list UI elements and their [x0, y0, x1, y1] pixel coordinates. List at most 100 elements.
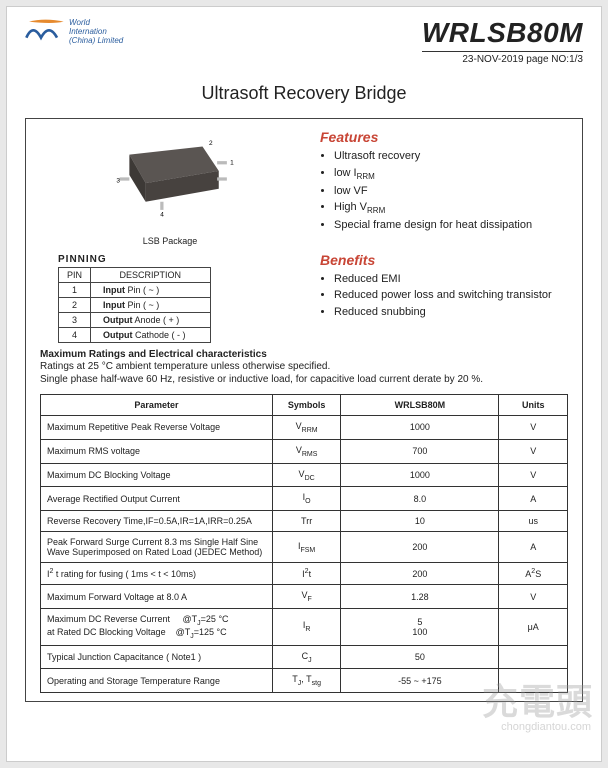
symbol-cell: IFSM — [272, 532, 341, 563]
symbol-cell: CJ — [272, 645, 341, 669]
symbol-cell: Trr — [272, 511, 341, 532]
value-cell: 50 — [341, 645, 499, 669]
unit-cell: V — [499, 585, 568, 609]
table-row: Typical Junction Capacitance ( Note1 )CJ… — [41, 645, 568, 669]
unit-cell: V — [499, 416, 568, 440]
list-item: Reduced power loss and switching transis… — [334, 287, 568, 304]
table-row: 1Input Pin ( ~ ) — [59, 283, 211, 298]
date-page-line: 23-NOV-2019 page NO:1/3 — [422, 51, 583, 65]
table-row: Maximum DC Reverse Current @TJ=25 °Cat R… — [41, 608, 568, 645]
symbol-cell: TJ, Tstg — [272, 669, 341, 693]
list-item: High VRRM — [334, 199, 568, 217]
symbol-cell: I2t — [272, 563, 341, 585]
pin-cell: 4 — [59, 328, 91, 343]
ratings-header-cell: Parameter — [41, 395, 273, 416]
features-list: Ultrasoft recoverylow IRRMlow VFHigh VRR… — [320, 148, 568, 234]
param-cell: Peak Forward Surge Current 8.3 ms Single… — [41, 532, 273, 563]
unit-cell: A — [499, 532, 568, 563]
company-name: World Internation (China) Limited — [69, 17, 123, 45]
table-row: PIN DESCRIPTION — [59, 268, 211, 283]
table-row: Operating and Storage Temperature RangeT… — [41, 669, 568, 693]
max-ratings-note2: Single phase half-wave 60 Hz, resistive … — [40, 373, 568, 386]
param-cell: Maximum DC Reverse Current @TJ=25 °Cat R… — [41, 608, 273, 645]
max-ratings-header: Maximum Ratings and Electrical character… — [40, 349, 568, 360]
list-item: Reduced snubbing — [334, 304, 568, 321]
symbol-cell: VRMS — [272, 439, 341, 463]
package-drawing: 1 2 3 4 LSB Package — [40, 129, 300, 246]
value-cell: 1000 — [341, 416, 499, 440]
list-item: low VF — [334, 183, 568, 200]
svg-text:4: 4 — [160, 211, 164, 218]
list-item: low IRRM — [334, 165, 568, 183]
page-title: Ultrasoft Recovery Bridge — [25, 83, 583, 104]
unit-cell — [499, 669, 568, 693]
svg-text:1: 1 — [230, 159, 234, 166]
param-cell: Maximum DC Blocking Voltage — [41, 463, 273, 487]
main-box: 1 2 3 4 LSB Package PINNING PIN DESCRIPT… — [25, 118, 583, 702]
desc-cell: Input Pin ( ~ ) — [91, 298, 211, 313]
pin-header: PIN — [59, 268, 91, 283]
pin-cell: 1 — [59, 283, 91, 298]
unit-cell: A2S — [499, 563, 568, 585]
upper-section: 1 2 3 4 LSB Package PINNING PIN DESCRIPT… — [40, 129, 568, 343]
table-row: Maximum Repetitive Peak Reverse VoltageV… — [41, 416, 568, 440]
table-row: Average Rectified Output CurrentIO8.0A — [41, 487, 568, 511]
svg-text:2: 2 — [209, 140, 213, 147]
desc-cell: Output Anode ( + ) — [91, 313, 211, 328]
param-cell: Operating and Storage Temperature Range — [41, 669, 273, 693]
symbol-cell: VF — [272, 585, 341, 609]
chip-package-icon: 1 2 3 4 — [105, 129, 235, 229]
param-cell: Typical Junction Capacitance ( Note1 ) — [41, 645, 273, 669]
value-cell: 8.0 — [341, 487, 499, 511]
list-item: Reduced EMI — [334, 271, 568, 288]
param-cell: Average Rectified Output Current — [41, 487, 273, 511]
ratings-header-cell: Symbols — [272, 395, 341, 416]
param-cell: Reverse Recovery Time,IF=0.5A,IR=1A,IRR=… — [41, 511, 273, 532]
table-row: Maximum Forward Voltage at 8.0 AVF1.28V — [41, 585, 568, 609]
table-row: Peak Forward Surge Current 8.3 ms Single… — [41, 532, 568, 563]
table-row: ParameterSymbolsWRLSB80MUnits — [41, 395, 568, 416]
company-line3: (China) Limited — [69, 37, 123, 46]
left-column: 1 2 3 4 LSB Package PINNING PIN DESCRIPT… — [40, 129, 300, 343]
param-cell: I2 t rating for fusing ( 1ms < t < 10ms) — [41, 563, 273, 585]
benefits-list: Reduced EMIReduced power loss and switch… — [320, 271, 568, 321]
watermark-sub: chongdiantou.com — [501, 721, 591, 733]
table-row: 4Output Cathode ( - ) — [59, 328, 211, 343]
ratings-header-cell: Units — [499, 395, 568, 416]
svg-text:3: 3 — [116, 177, 120, 184]
unit-cell: V — [499, 463, 568, 487]
right-column: Features Ultrasoft recoverylow IRRMlow V… — [320, 129, 568, 343]
symbol-cell: IO — [272, 487, 341, 511]
table-row: 3Output Anode ( + ) — [59, 313, 211, 328]
package-label: LSB Package — [40, 236, 300, 246]
value-cell: 5100 — [341, 608, 499, 645]
list-item: Special frame design for heat dissipatio… — [334, 217, 568, 234]
table-row: Maximum RMS voltageVRMS700V — [41, 439, 568, 463]
value-cell: 10 — [341, 511, 499, 532]
value-cell: 700 — [341, 439, 499, 463]
unit-cell: V — [499, 439, 568, 463]
unit-cell: A — [499, 487, 568, 511]
logo: World Internation (China) Limited — [25, 17, 123, 45]
pinning-title: PINNING — [58, 254, 300, 265]
table-row: 2Input Pin ( ~ ) — [59, 298, 211, 313]
logo-swoosh-icon — [25, 17, 65, 45]
max-ratings-note1: Ratings at 25 °C ambient temperature unl… — [40, 360, 568, 373]
desc-cell: Input Pin ( ~ ) — [91, 283, 211, 298]
unit-cell: μA — [499, 608, 568, 645]
param-cell: Maximum RMS voltage — [41, 439, 273, 463]
unit-cell — [499, 645, 568, 669]
table-row: Reverse Recovery Time,IF=0.5A,IR=1A,IRR=… — [41, 511, 568, 532]
ratings-table: ParameterSymbolsWRLSB80MUnits Maximum Re… — [40, 394, 568, 693]
list-item: Ultrasoft recovery — [334, 148, 568, 165]
table-row: Maximum DC Blocking VoltageVDC1000V — [41, 463, 568, 487]
value-cell: 200 — [341, 532, 499, 563]
table-row: I2 t rating for fusing ( 1ms < t < 10ms)… — [41, 563, 568, 585]
page: World Internation (China) Limited WRLSB8… — [6, 6, 602, 762]
pin-cell: 3 — [59, 313, 91, 328]
benefits-heading: Benefits — [320, 252, 568, 268]
desc-header: DESCRIPTION — [91, 268, 211, 283]
pin-cell: 2 — [59, 298, 91, 313]
symbol-cell: VRRM — [272, 416, 341, 440]
symbol-cell: VDC — [272, 463, 341, 487]
